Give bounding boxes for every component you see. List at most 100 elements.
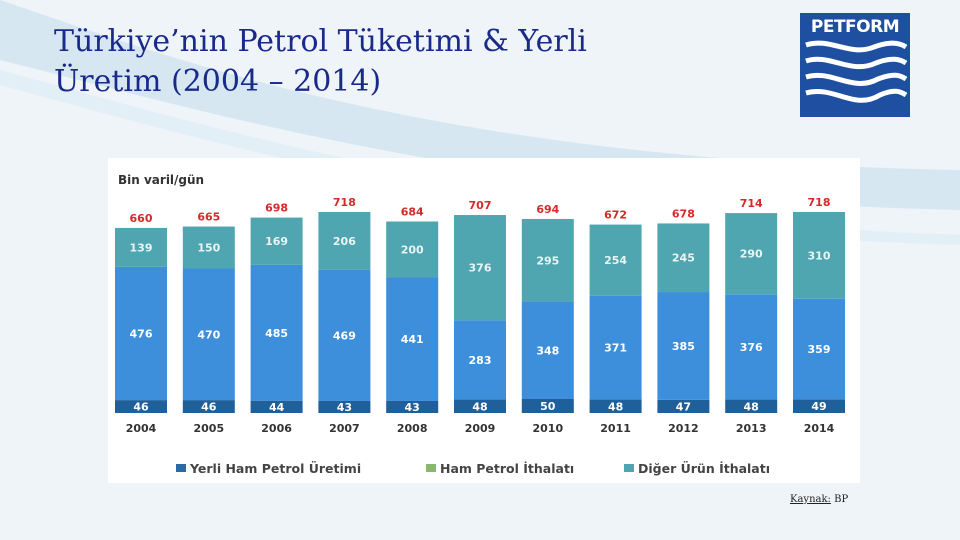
- data-label: 371: [604, 342, 627, 355]
- data-label: 139: [130, 241, 153, 254]
- data-label: 43: [405, 401, 420, 414]
- bar-segment: [115, 266, 167, 401]
- source-value: BP: [834, 494, 849, 505]
- legend-swatch: [426, 464, 436, 472]
- chart-panel: Bin varil/gün 46 476 139 660 2004 46 470 150 665…: [108, 158, 860, 483]
- total-label: 665: [197, 211, 220, 224]
- x-tick-label: 2005: [193, 422, 224, 435]
- bar-segment: [386, 400, 439, 413]
- x-tick-label: 2009: [465, 422, 496, 435]
- x-tick-label: 2006: [261, 422, 292, 435]
- data-label: 43: [337, 401, 352, 414]
- x-tick-label: 2007: [329, 422, 360, 435]
- data-label: 245: [672, 252, 695, 265]
- stacked-bar-chart: Bin varil/gün 46 476 139 660 2004 46 470 150 665…: [115, 173, 845, 476]
- petform-logo: PETFORM: [800, 13, 910, 117]
- x-tick-label: 2011: [600, 422, 631, 435]
- x-tick-label: 2012: [668, 422, 699, 435]
- bar-segment: [182, 400, 235, 413]
- title-line-2: Üretim (2004 – 2014): [54, 64, 382, 99]
- bar-segment: [521, 218, 574, 302]
- data-label: 310: [808, 249, 831, 262]
- data-label: 46: [133, 401, 149, 414]
- data-label: 150: [197, 242, 220, 255]
- bar-segment: [725, 294, 778, 400]
- data-label: 385: [672, 340, 695, 353]
- x-tick-label: 2004: [126, 422, 157, 435]
- bar-segment: [521, 399, 574, 413]
- data-label: 47: [676, 400, 691, 413]
- bar-segment: [725, 213, 778, 295]
- bar-segment: [182, 268, 235, 401]
- legend-swatch: [176, 464, 186, 472]
- bar-segment: [386, 277, 439, 401]
- bar-segment: [657, 292, 710, 400]
- bar-segment: [250, 264, 303, 401]
- bar-segment: [115, 400, 167, 413]
- bar-segment: [318, 269, 371, 401]
- legend: Yerli Ham Petrol Üretimi Ham Petrol İthal…: [176, 461, 770, 476]
- total-label: 694: [536, 203, 559, 216]
- bar-segment: [250, 217, 303, 265]
- total-label: 684: [401, 205, 424, 218]
- data-label: 254: [604, 254, 627, 267]
- data-label: 44: [269, 401, 285, 414]
- x-tick-label: 2013: [736, 422, 767, 435]
- total-label: 718: [333, 196, 356, 209]
- total-label: 672: [604, 209, 627, 222]
- total-label: 718: [808, 196, 831, 209]
- bar-segment: [589, 399, 642, 413]
- x-tick-label: 2010: [532, 422, 563, 435]
- page-title: Türkiye’nin Petrol Tüketimi & Yerli Üret…: [54, 22, 587, 102]
- data-label: 49: [811, 400, 826, 413]
- data-label: 50: [540, 400, 556, 413]
- data-label: 295: [536, 254, 559, 267]
- total-label: 660: [130, 212, 153, 225]
- legend-label: Ham Petrol İthalatı: [440, 461, 574, 476]
- legend-swatch: [624, 464, 634, 472]
- bar-segment: [589, 295, 642, 400]
- x-tick-label: 2008: [397, 422, 428, 435]
- data-label: 46: [201, 401, 217, 414]
- data-label: 206: [333, 235, 356, 248]
- bar-segment: [657, 399, 710, 413]
- bar-segment: [725, 399, 778, 413]
- data-label: 359: [808, 343, 831, 356]
- bar-segment: [454, 320, 506, 400]
- logo-text: PETFORM: [810, 17, 900, 37]
- bar-segment: [182, 226, 235, 269]
- bar-segment: [454, 399, 506, 413]
- data-label: 485: [265, 327, 288, 340]
- wave-icon: [805, 40, 908, 103]
- data-label: 441: [401, 333, 424, 346]
- data-label: 376: [740, 341, 763, 354]
- data-label: 348: [536, 344, 559, 357]
- bar-segment: [250, 400, 303, 413]
- bar-segment: [793, 211, 845, 299]
- unit-label: Bin varil/gün: [118, 173, 204, 187]
- bars-group: 46 476 139 660 2004 46 470 150 665 2005 44 485 169 69…: [115, 196, 845, 435]
- x-tick-label: 2014: [804, 422, 835, 435]
- bar-segment: [318, 211, 371, 270]
- data-label: 469: [333, 329, 356, 342]
- bar-segment: [386, 221, 439, 278]
- data-label: 169: [265, 235, 288, 248]
- bar-segment: [793, 298, 845, 400]
- data-label: 376: [469, 262, 492, 275]
- title-line-1: Türkiye’nin Petrol Tüketimi & Yerli: [54, 24, 587, 59]
- data-label: 476: [130, 327, 153, 340]
- bar-segment: [657, 223, 710, 293]
- total-label: 707: [469, 199, 492, 212]
- total-label: 698: [265, 202, 288, 215]
- data-label: 48: [472, 400, 487, 413]
- bar-segment: [793, 399, 845, 413]
- bar-segment: [115, 227, 167, 267]
- legend-label: Diğer Ürün İthalatı: [638, 461, 770, 476]
- data-label: 470: [197, 328, 220, 341]
- total-label: 678: [672, 207, 695, 220]
- source-note: Kaynak: BP: [790, 494, 848, 505]
- bar-segment: [521, 301, 574, 399]
- data-label: 48: [744, 400, 759, 413]
- data-label: 283: [469, 354, 492, 367]
